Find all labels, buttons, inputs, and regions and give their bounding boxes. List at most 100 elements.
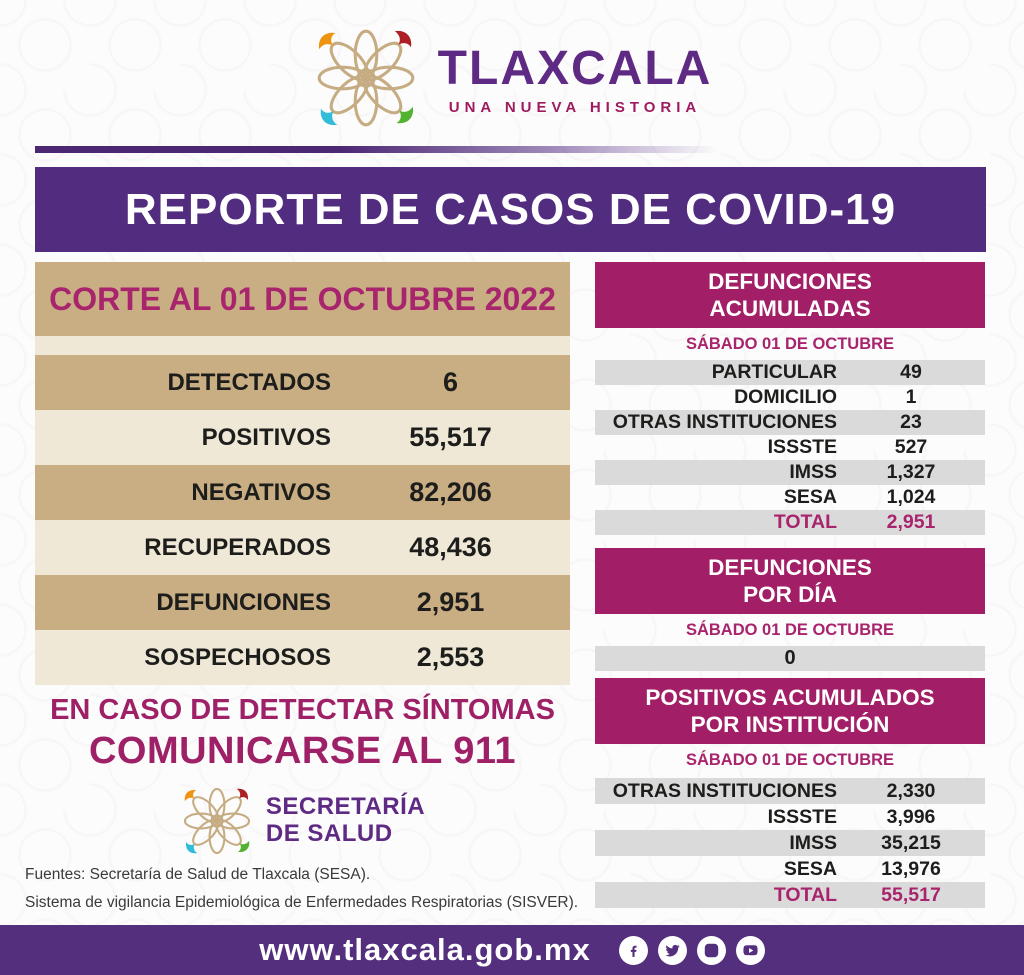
row-label: IMSS <box>789 461 837 483</box>
positives-title-line1: POSITIVOS ACUMULADOS <box>645 685 935 710</box>
table-row: TOTAL 2,951 <box>595 510 985 535</box>
table-row: OTRAS INSTITUCIONES 2,330 <box>595 778 985 804</box>
sources-line1: Fuentes: Secretaría de Salud de Tlaxcala… <box>25 866 371 883</box>
row-label: OTRAS INSTITUCIONES <box>612 779 837 802</box>
summary-row-value: 48,436 <box>409 532 492 562</box>
row-label: ISSSTE <box>767 805 837 828</box>
row-value: 35,215 <box>881 831 941 854</box>
summary-title: CORTE AL 01 DE OCTUBRE 2022 <box>49 280 556 317</box>
summary-row: DETECTADOS 6 <box>35 355 570 410</box>
twitter-icon[interactable] <box>657 935 687 965</box>
row-value: 13,976 <box>881 857 941 880</box>
deaths-accumulated-header: DEFUNCIONES ACUMULADAS <box>595 262 985 328</box>
row-label: DOMICILIO <box>734 386 837 408</box>
row-label: SESA <box>783 857 837 880</box>
health-department-name: SECRETARÍA DE SALUD <box>265 793 426 848</box>
symptoms-notice: EN CASO DE DETECTAR SÍNTOMAS COMUNICARSE… <box>35 694 570 773</box>
summary-row-label: RECUPERADOS <box>144 533 331 561</box>
row-label: TOTAL <box>773 511 837 533</box>
brand-tagline: UNA NUEVA HISTORIA <box>448 98 702 116</box>
row-value: 1 <box>905 386 917 408</box>
report-title: REPORTE DE CASOS DE COVID-19 <box>124 184 897 234</box>
summary-row-value: 82,206 <box>409 477 492 507</box>
deaths-daily-date: SÁBADO 01 DE OCTUBRE <box>685 621 895 639</box>
summary-table: DETECTADOS 6 POSITIVOS 55,517 NEGATIVOS … <box>35 355 570 685</box>
header-divider <box>35 146 985 153</box>
row-label: ISSSTE <box>767 436 837 458</box>
deaths-daily-title-line2: POR DÍA <box>743 582 837 607</box>
health-department-line2: DE SALUD <box>265 820 393 847</box>
table-row: TOTAL 55,517 <box>595 882 985 908</box>
footer-bar: www.tlaxcala.gob.mx <box>0 925 1024 975</box>
deaths-accumulated-section: DEFUNCIONES ACUMULADAS SÁBADO 01 DE OCTU… <box>595 262 985 535</box>
table-row: SESA 1,024 <box>595 485 985 510</box>
symptoms-line1: EN CASO DE DETECTAR SÍNTOMAS <box>50 694 555 726</box>
institution-column: DEFUNCIONES ACUMULADAS SÁBADO 01 DE OCTU… <box>595 262 985 908</box>
positives-title-line2: POR INSTITUCIÓN <box>690 712 890 737</box>
positives-table: OTRAS INSTITUCIONES 2,330 ISSSTE 3,996 I… <box>595 778 985 908</box>
table-row: PARTICULAR 49 <box>595 360 985 385</box>
summary-panel: CORTE AL 01 DE OCTUBRE 2022 DETECTADOS 6… <box>35 262 570 685</box>
table-row: IMSS 35,215 <box>595 830 985 856</box>
summary-row-label: POSITIVOS <box>201 423 331 451</box>
summary-row-label: SOSPECHOSOS <box>144 643 331 671</box>
health-department-logo: SECRETARÍA DE SALUD <box>35 784 570 858</box>
table-row: DOMICILIO 1 <box>595 385 985 410</box>
deaths-daily-header: DEFUNCIONES POR DÍA <box>595 548 985 614</box>
table-row: ISSSTE 3,996 <box>595 804 985 830</box>
tlaxcala-logo: TLAXCALA UNA NUEVA HISTORIA <box>0 24 1024 132</box>
summary-row-label: DEFUNCIONES <box>156 588 331 616</box>
row-label: TOTAL <box>773 883 837 906</box>
table-row: SESA 13,976 <box>595 856 985 882</box>
row-value: 527 <box>894 436 928 458</box>
footer-url-link[interactable]: www.tlaxcala.gob.mx <box>259 932 591 967</box>
deaths-daily-section: DEFUNCIONES POR DÍA SÁBADO 01 DE OCTUBRE… <box>595 548 985 671</box>
row-value: 2,330 <box>886 779 936 802</box>
row-value: 2,951 <box>886 511 936 533</box>
positives-by-institution-section: POSITIVOS ACUMULADOS POR INSTITUCIÓN SÁB… <box>595 678 985 908</box>
salud-flower-icon <box>180 784 254 858</box>
row-label: OTRAS INSTITUCIONES <box>612 411 837 433</box>
sources-note: Fuentes: Secretaría de Salud de Tlaxcala… <box>25 861 625 917</box>
positives-date: SÁBADO 01 DE OCTUBRE <box>685 751 895 769</box>
instagram-icon[interactable] <box>696 935 726 965</box>
deaths-accumulated-title-line1: DEFUNCIONES <box>708 269 872 294</box>
summary-row: RECUPERADOS 48,436 <box>35 520 570 575</box>
brand-text-group: TLAXCALA UNA NUEVA HISTORIA <box>438 41 713 116</box>
brand-name: TLAXCALA <box>437 41 713 95</box>
deaths-accumulated-table: PARTICULAR 49 DOMICILIO 1 OTRAS INSTITUC… <box>595 360 985 535</box>
summary-row-label: DETECTADOS <box>167 368 331 396</box>
summary-row: POSITIVOS 55,517 <box>35 410 570 465</box>
row-label: IMSS <box>789 831 837 854</box>
summary-row-value: 2,951 <box>416 587 485 617</box>
positives-header: POSITIVOS ACUMULADOS POR INSTITUCIÓN <box>595 678 985 744</box>
deaths-accumulated-date: SÁBADO 01 DE OCTUBRE <box>685 335 895 353</box>
youtube-icon[interactable] <box>735 935 765 965</box>
summary-row-value: 55,517 <box>409 422 492 452</box>
deaths-daily-title-line1: DEFUNCIONES <box>708 555 872 580</box>
facebook-icon[interactable] <box>618 935 648 965</box>
row-value: 55,517 <box>881 883 941 906</box>
report-title-banner: REPORTE DE CASOS DE COVID-19 <box>35 167 986 252</box>
row-value: 1,024 <box>886 486 936 508</box>
deaths-daily-value: 0 <box>595 646 985 671</box>
summary-row: DEFUNCIONES 2,951 <box>35 575 570 630</box>
summary-row-value: 2,553 <box>416 642 485 672</box>
sources-line2: Sistema de vigilancia Epidemiológica de … <box>25 893 579 911</box>
row-label: SESA <box>783 486 837 508</box>
summary-header: CORTE AL 01 DE OCTUBRE 2022 <box>35 262 570 336</box>
tlaxcala-flower-icon <box>312 24 420 132</box>
row-label: PARTICULAR <box>711 361 837 383</box>
row-value: 49 <box>900 361 922 383</box>
row-value: 23 <box>900 411 922 433</box>
summary-row: SOSPECHOSOS 2,553 <box>35 630 570 685</box>
summary-row-label: NEGATIVOS <box>191 478 331 506</box>
deaths-accumulated-title-line2: ACUMULADAS <box>709 296 871 321</box>
table-row: IMSS 1,327 <box>595 460 985 485</box>
health-department-line1: SECRETARÍA <box>265 793 426 821</box>
summary-row-value: 6 <box>442 367 459 397</box>
table-row: ISSSTE 527 <box>595 435 985 460</box>
row-value: 1,327 <box>886 461 936 483</box>
symptoms-line2: COMUNICARSE AL 911 <box>88 730 517 772</box>
summary-row: NEGATIVOS 82,206 <box>35 465 570 520</box>
